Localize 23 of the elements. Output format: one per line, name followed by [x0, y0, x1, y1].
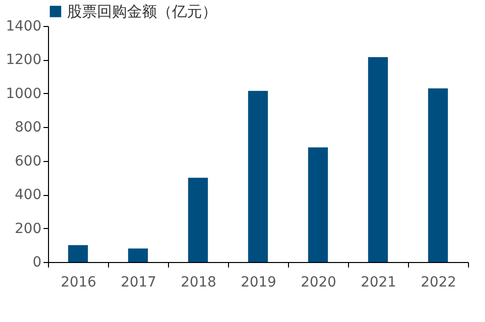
y-tick-label: 400 — [14, 187, 42, 204]
y-tick-label: 1400 — [6, 18, 42, 34]
bar — [248, 90, 268, 262]
x-tick-label: 2022 — [420, 274, 456, 290]
y-tick-label: 0 — [32, 254, 42, 270]
bar — [428, 88, 448, 262]
bar — [308, 147, 328, 262]
bar — [68, 245, 88, 262]
x-tick-label: 2021 — [360, 274, 396, 290]
y-tick-label: 1000 — [6, 86, 42, 102]
y-tick-label: 800 — [14, 120, 42, 136]
x-tick-label: 2017 — [120, 274, 156, 290]
bar — [188, 178, 208, 262]
x-tick-label: 2019 — [240, 274, 276, 290]
bar — [128, 248, 148, 262]
x-tick-label: 2020 — [300, 274, 336, 290]
legend-label: 股票回购金额（亿元） — [67, 2, 217, 20]
y-tick-label: 1200 — [6, 52, 42, 68]
bar — [368, 57, 388, 262]
x-tick-label: 2016 — [60, 274, 96, 290]
x-tick-label: 2018 — [180, 274, 216, 290]
y-tick-label: 600 — [14, 153, 42, 170]
y-tick-label: 200 — [14, 220, 42, 237]
